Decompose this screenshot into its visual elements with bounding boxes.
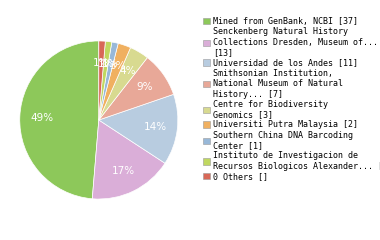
Text: 3%: 3%: [109, 61, 125, 71]
Text: 1%: 1%: [98, 59, 114, 69]
Wedge shape: [99, 43, 131, 120]
Text: 49%: 49%: [30, 113, 54, 123]
Text: 17%: 17%: [112, 166, 135, 176]
Text: 1%: 1%: [102, 59, 119, 69]
Text: 14%: 14%: [144, 122, 167, 132]
Legend: Mined from GenBank, NCBI [37], Senckenberg Natural History
Collections Dresden, : Mined from GenBank, NCBI [37], Senckenbe…: [202, 16, 380, 183]
Wedge shape: [20, 41, 99, 199]
Wedge shape: [92, 120, 165, 199]
Wedge shape: [99, 58, 174, 120]
Wedge shape: [99, 48, 147, 120]
Text: 4%: 4%: [120, 66, 136, 76]
Wedge shape: [99, 41, 105, 120]
Wedge shape: [99, 41, 112, 120]
Wedge shape: [99, 94, 178, 163]
Wedge shape: [99, 42, 118, 120]
Text: 9%: 9%: [137, 82, 154, 92]
Text: 1%: 1%: [93, 58, 109, 68]
